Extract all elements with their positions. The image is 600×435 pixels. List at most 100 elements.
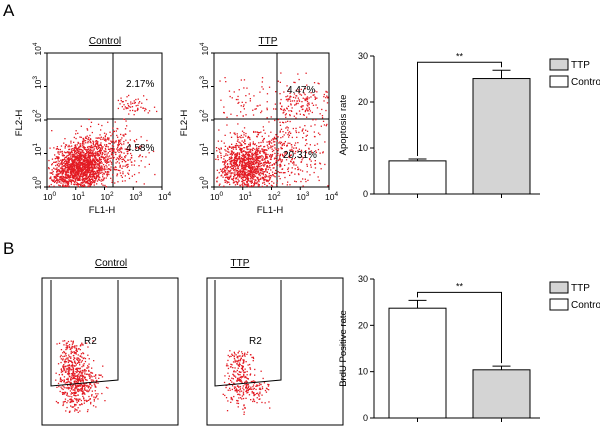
flow-dot xyxy=(236,171,238,173)
flow-dot xyxy=(105,171,107,173)
flow-dot xyxy=(261,110,263,112)
gate-dot xyxy=(87,354,89,356)
flow-dot xyxy=(255,179,257,181)
gate-dot xyxy=(236,356,238,358)
flow-dot xyxy=(293,100,296,102)
flow-dot xyxy=(298,148,300,150)
flow-dot xyxy=(135,138,138,141)
flow-dot xyxy=(269,164,271,167)
flow-dot xyxy=(84,157,86,159)
flow-dot xyxy=(121,143,123,146)
flow-dot xyxy=(281,159,283,161)
flow-dot xyxy=(246,185,248,187)
flow-dot xyxy=(115,151,117,154)
gate-dot xyxy=(77,388,80,390)
flow-dot xyxy=(111,152,113,154)
flow-dot xyxy=(72,171,74,173)
decade-base: 10 xyxy=(210,192,220,202)
gate-dot xyxy=(83,388,86,390)
flow-dot xyxy=(73,158,76,160)
flow-dot xyxy=(120,133,122,136)
flow-dot xyxy=(288,110,290,112)
flow-dot xyxy=(255,173,257,175)
flow-dot xyxy=(232,180,235,182)
flow-dot xyxy=(59,151,61,153)
flow-dot xyxy=(256,168,258,170)
flow-dot xyxy=(301,105,303,107)
flow-dot xyxy=(258,160,260,162)
apoptosis-y-tick-label: 10 xyxy=(358,143,368,153)
apoptosis-significance-label: ** xyxy=(456,51,464,61)
brdu-significance-label: ** xyxy=(456,281,464,291)
flow-dot xyxy=(287,120,289,122)
flow-dot xyxy=(82,163,84,165)
flow-dot xyxy=(256,161,258,164)
flow-dot xyxy=(75,164,77,166)
flow-dot xyxy=(52,180,55,182)
flow-dot xyxy=(263,146,265,148)
flow-dot xyxy=(263,152,265,154)
flow-dot xyxy=(275,169,277,172)
flow-dot xyxy=(262,168,264,171)
flow-dot xyxy=(248,174,250,176)
flow-dot xyxy=(83,146,85,148)
gate-dot xyxy=(91,394,93,396)
flow-dot xyxy=(87,182,89,184)
gate-dot xyxy=(236,390,238,392)
flow-dot xyxy=(261,159,263,161)
flow-dot xyxy=(272,141,275,143)
flow-dot xyxy=(58,153,60,155)
flow-dot xyxy=(63,178,65,180)
flow-dot xyxy=(249,154,251,156)
gate-dot xyxy=(93,400,95,402)
flow-dot xyxy=(118,143,120,146)
flow-dot xyxy=(254,155,256,157)
flow-dot xyxy=(231,97,233,99)
panel-letter-a: A xyxy=(3,1,15,20)
flow-dot xyxy=(67,175,69,177)
flow-dot xyxy=(78,165,80,167)
flow-dot xyxy=(121,167,123,169)
gate-dot xyxy=(233,387,236,390)
flow-dot xyxy=(256,160,258,163)
gate-title-ttp: TTP xyxy=(231,258,250,269)
flow-dot xyxy=(265,156,268,158)
flow-dot xyxy=(134,110,136,112)
flow-dot xyxy=(110,147,112,150)
flow-dot xyxy=(305,139,307,141)
flow-dot xyxy=(287,168,289,170)
gate-dot xyxy=(253,387,255,390)
flow-dot xyxy=(307,109,309,112)
flow-dot xyxy=(224,181,226,183)
gate-dot xyxy=(76,358,78,361)
flow-dot xyxy=(69,167,72,169)
flow-dot xyxy=(82,172,84,174)
gate-dot xyxy=(90,403,92,405)
gate-dot xyxy=(88,363,90,365)
flow-dot xyxy=(248,148,250,150)
gate-dot xyxy=(70,340,72,342)
flow-dot xyxy=(68,159,70,161)
flow-dot xyxy=(78,173,80,175)
gate-dot xyxy=(254,368,256,371)
flow-dot xyxy=(275,134,277,136)
flow-dot xyxy=(277,159,280,162)
flow-dot xyxy=(76,174,78,176)
gate-dot xyxy=(225,386,227,389)
gate-dot xyxy=(253,399,255,401)
gate-dot xyxy=(93,383,95,385)
gate-dot xyxy=(240,375,242,378)
flow-dot xyxy=(97,171,99,173)
flow-dot xyxy=(73,184,76,186)
flow-dot xyxy=(242,169,244,172)
gate-dot xyxy=(233,371,235,373)
flow-dot xyxy=(299,93,301,95)
flow-dot xyxy=(86,172,88,174)
flow-dot xyxy=(61,177,63,179)
gate-dot xyxy=(68,367,71,369)
flow-dot xyxy=(106,145,108,147)
gate-dot xyxy=(243,371,246,373)
gate-dot xyxy=(62,385,64,387)
flow-dot xyxy=(79,136,81,138)
gate-dot xyxy=(79,359,81,361)
